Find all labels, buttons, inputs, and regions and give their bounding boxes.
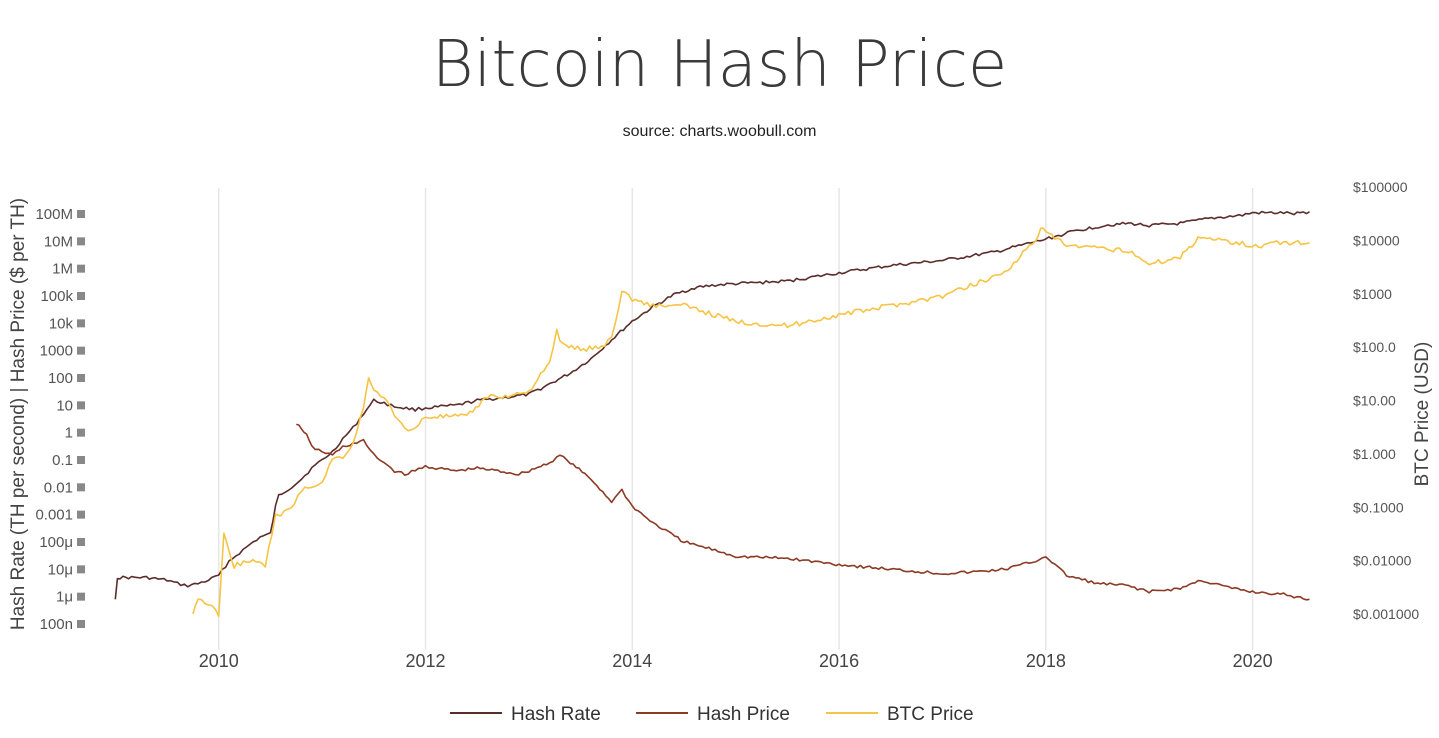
y-left-tick-marker [77, 510, 85, 519]
y-left-tick-label: 100 [48, 370, 73, 387]
y-left-tick-marker [77, 592, 85, 601]
legend-label[interactable]: BTC Price [887, 704, 974, 725]
y-left-tick-label: 100μ [39, 534, 73, 551]
y-left-tick-marker [77, 210, 85, 218]
y-left-tick-label: 100M [35, 206, 73, 223]
y-left-tick-label: 10 [56, 397, 73, 414]
x-tick-label: 2016 [819, 651, 859, 671]
y-left-tick-marker [77, 428, 85, 437]
y-left-tick-marker [77, 401, 85, 410]
y-left-tick-marker [77, 456, 85, 464]
series-line-hash-rate [114, 210, 1310, 600]
y-left-tick-marker [77, 538, 85, 546]
y-right-tick-label: $1.000 [1353, 446, 1396, 462]
y-left-tick-marker [77, 620, 85, 628]
series-line-hash-price [296, 423, 1310, 601]
y-left-tick-marker [77, 346, 85, 355]
y-left-tick-label: 0.01 [44, 479, 73, 496]
series-lines [114, 210, 1310, 618]
x-tick-label: 2012 [405, 651, 445, 671]
x-tick-label: 2018 [1026, 651, 1066, 671]
y-left-tick-marker [77, 565, 85, 574]
y-right-axis-title: BTC Price (USD) [1412, 342, 1433, 487]
y-right-ticks: $100000 $10000 $1000 $100.0 $10.00 $1.000 $0.1… [1353, 179, 1419, 622]
gridlines [217, 188, 1254, 650]
y-right-tick-label: $0.001000 [1353, 606, 1419, 622]
y-left-tick-marker [77, 483, 85, 492]
y-left-tick-marker [77, 264, 85, 273]
x-tick-label: 2014 [612, 651, 652, 671]
y-left-tick-label: 100n [40, 616, 73, 633]
y-left-tick-label: 100k [40, 288, 73, 305]
legend: Hash Rate Hash Price BTC Price [450, 704, 974, 725]
y-left-tick-label: 1μ [56, 589, 73, 606]
y-left-axis-title: Hash Rate (TH per second) | Hash Price (… [8, 198, 29, 630]
y-right-tick-label: $10000 [1353, 232, 1400, 248]
y-left-tick-marker [77, 237, 85, 246]
y-left-tick-marker [77, 374, 85, 382]
y-right-tick-label: $100.0 [1353, 339, 1396, 355]
y-left-tick-label: 1000 [40, 343, 73, 360]
y-left-tick-label: 1 [65, 425, 73, 442]
y-left-tick-label: 0.1 [52, 452, 73, 469]
x-tick-label: 2010 [199, 651, 239, 671]
chart-subtitle: source: charts.woobull.com [622, 123, 817, 140]
y-left-ticks: 100M 10M 1M 100k 10k 1000 100 10 1 0.1 0.01 0.001 10… [35, 206, 85, 633]
y-left-tick-label: 1M [52, 261, 73, 278]
y-right-tick-label: $0.1000 [1353, 499, 1404, 515]
series-line-btc-price [192, 227, 1310, 618]
legend-label[interactable]: Hash Rate [511, 704, 601, 725]
y-left-tick-label: 10μ [48, 561, 73, 578]
y-right-tick-label: $0.01000 [1353, 553, 1412, 569]
y-left-tick-label: 10k [49, 315, 74, 332]
y-left-tick-marker [77, 319, 85, 328]
chart-title: Bitcoin Hash Price [431, 28, 1008, 102]
y-right-tick-label: $100000 [1353, 179, 1408, 195]
y-right-tick-label: $1000 [1353, 286, 1392, 302]
y-right-tick-label: $10.00 [1353, 393, 1396, 409]
x-ticks: 2010 2012 2014 2016 2018 2020 [199, 651, 1273, 671]
legend-label[interactable]: Hash Price [697, 704, 790, 725]
y-left-tick-label: 0.001 [35, 507, 73, 524]
y-left-tick-label: 10M [44, 233, 73, 250]
x-tick-label: 2020 [1233, 651, 1273, 671]
y-left-tick-marker [77, 292, 85, 300]
